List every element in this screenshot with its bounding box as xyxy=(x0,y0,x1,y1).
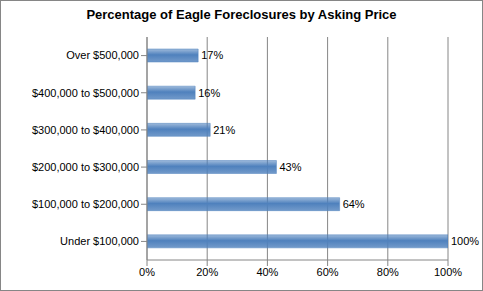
svg-text:0%: 0% xyxy=(139,266,155,278)
svg-text:$100,000 to $200,000: $100,000 to $200,000 xyxy=(32,198,139,210)
svg-text:64%: 64% xyxy=(343,198,365,210)
svg-text:Under $100,000: Under $100,000 xyxy=(60,235,139,247)
svg-text:100%: 100% xyxy=(451,235,479,247)
svg-text:40%: 40% xyxy=(256,266,278,278)
svg-text:100%: 100% xyxy=(434,266,462,278)
svg-text:43%: 43% xyxy=(279,161,301,173)
svg-text:60%: 60% xyxy=(317,266,339,278)
svg-text:$400,000 to $500,000: $400,000 to $500,000 xyxy=(32,87,139,99)
html-text:Percentage of Eagle Foreclosur: Percentage of Eagle Foreclosures by Aski… xyxy=(86,7,397,22)
svg-text:Over $500,000: Over $500,000 xyxy=(66,49,139,61)
svg-text:80%: 80% xyxy=(377,266,399,278)
svg-text:20%: 20% xyxy=(196,266,218,278)
svg-text:21%: 21% xyxy=(213,124,235,136)
svg-text:$200,000 to $300,000: $200,000 to $300,000 xyxy=(32,161,139,173)
svg-text:16%: 16% xyxy=(198,87,220,99)
svg-text:17%: 17% xyxy=(201,49,223,61)
svg-text:$300,000 to $400,000: $300,000 to $400,000 xyxy=(32,124,139,136)
